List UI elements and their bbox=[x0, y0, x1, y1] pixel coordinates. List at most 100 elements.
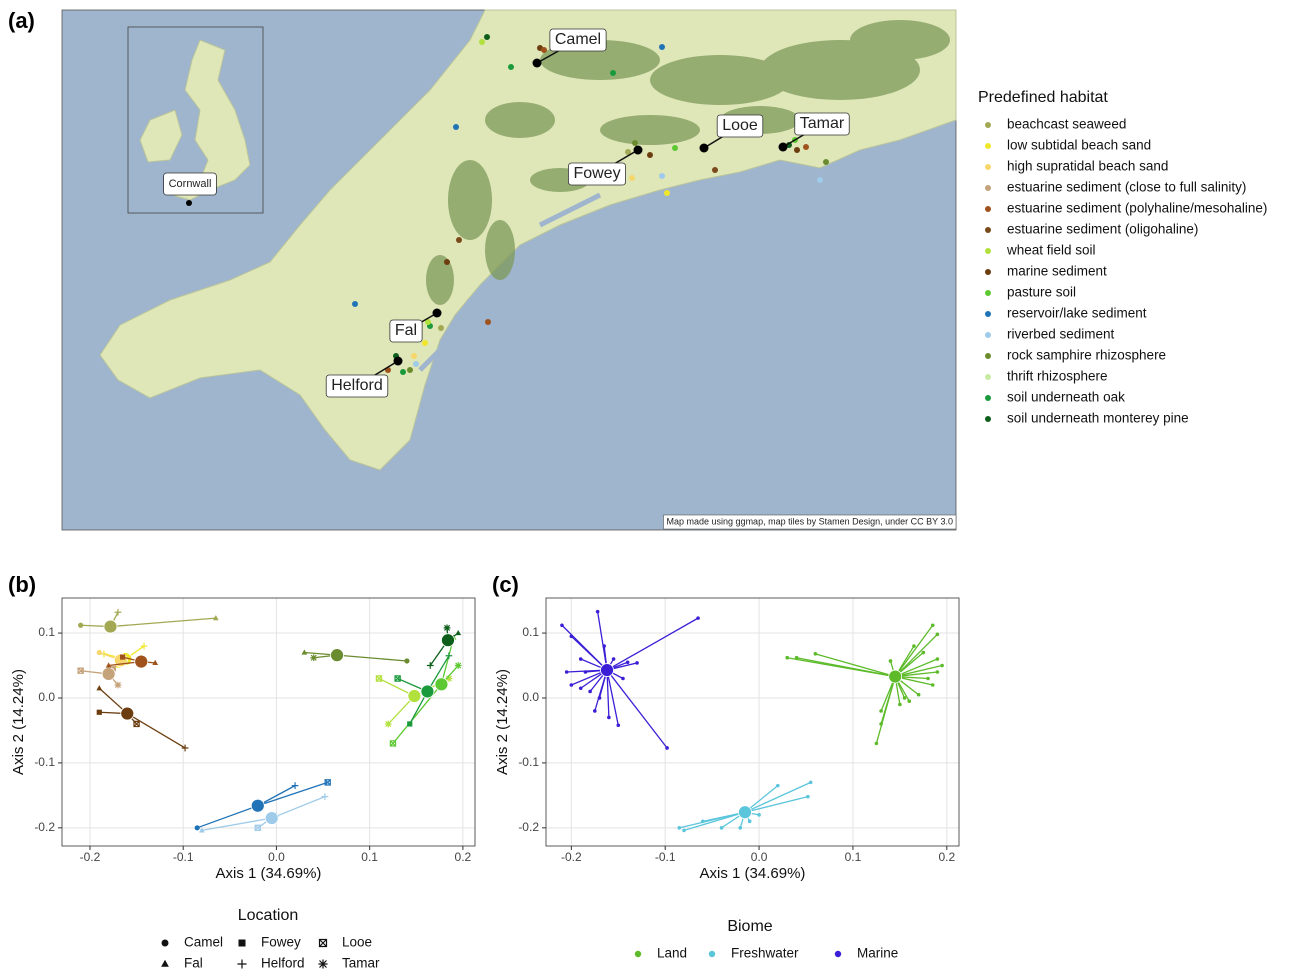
x-tick-label: -0.2 bbox=[80, 850, 101, 864]
legend-swatch bbox=[985, 227, 991, 233]
habitat-dot bbox=[407, 367, 413, 373]
y-tick-label: -0.1 bbox=[34, 755, 55, 769]
point bbox=[570, 635, 574, 639]
point bbox=[696, 616, 700, 620]
point bbox=[806, 795, 810, 799]
point bbox=[907, 699, 911, 703]
point bbox=[912, 644, 916, 648]
habitat-dot bbox=[659, 44, 665, 50]
legend-label: wheat field soil bbox=[1006, 243, 1096, 258]
point bbox=[588, 690, 592, 694]
site-label: Cornwall bbox=[169, 178, 212, 190]
point bbox=[97, 650, 102, 655]
centroid bbox=[408, 690, 421, 703]
legend-label: low subtidal beach sand bbox=[1007, 138, 1151, 153]
habitat-dot bbox=[456, 237, 462, 243]
habitat-dot bbox=[664, 190, 670, 196]
point bbox=[720, 826, 724, 830]
point bbox=[889, 659, 893, 663]
habitat-dot bbox=[794, 147, 800, 153]
y-tick-label: 0.1 bbox=[522, 625, 539, 639]
point bbox=[598, 696, 602, 700]
point bbox=[593, 709, 597, 713]
plot-area bbox=[62, 598, 475, 846]
centroid bbox=[435, 678, 448, 691]
legend-swatch bbox=[985, 206, 991, 212]
legend-swatch bbox=[161, 960, 169, 967]
centroid bbox=[121, 707, 134, 720]
point bbox=[748, 820, 752, 824]
point bbox=[936, 670, 940, 674]
point bbox=[922, 651, 926, 655]
legend-swatch bbox=[709, 951, 715, 957]
legend-label: Helford bbox=[261, 956, 305, 971]
point bbox=[875, 742, 879, 746]
habitat-dot bbox=[438, 325, 444, 331]
legend-label: high supratidal beach sand bbox=[1007, 159, 1168, 174]
site-label: Helford bbox=[331, 377, 383, 394]
site-label: Fal bbox=[395, 322, 417, 339]
point bbox=[936, 657, 940, 661]
legend-swatch bbox=[985, 122, 991, 128]
point bbox=[97, 710, 102, 715]
x-tick-label: -0.1 bbox=[655, 850, 676, 864]
point bbox=[444, 624, 451, 631]
map-base bbox=[62, 10, 956, 530]
point bbox=[579, 686, 583, 690]
legend-label: Looe bbox=[342, 935, 372, 950]
x-axis-title: Axis 1 (34.69%) bbox=[700, 865, 806, 882]
habitat-dot bbox=[712, 167, 718, 173]
site-dot bbox=[700, 144, 709, 153]
site-dot bbox=[533, 59, 542, 68]
habitat-dot bbox=[413, 361, 419, 367]
habitat-dot bbox=[484, 34, 490, 40]
habitat-dot bbox=[610, 70, 616, 76]
habitat-dot bbox=[444, 259, 450, 265]
point bbox=[115, 682, 122, 689]
habitat-dot bbox=[541, 47, 547, 53]
habitat-dot bbox=[479, 39, 485, 45]
point bbox=[596, 610, 600, 614]
habitat-dot bbox=[817, 177, 823, 183]
point bbox=[809, 781, 813, 785]
legend-label: soil underneath oak bbox=[1007, 390, 1125, 405]
point bbox=[635, 661, 639, 665]
y-axis-title: Axis 2 (14.24%) bbox=[10, 669, 27, 775]
panel-tag: (a) bbox=[8, 8, 35, 33]
point bbox=[795, 656, 799, 660]
x-tick-label: -0.2 bbox=[561, 850, 582, 864]
legend-swatch bbox=[239, 940, 246, 947]
site-dot bbox=[433, 309, 442, 318]
point bbox=[602, 644, 606, 648]
legend-swatch bbox=[985, 332, 991, 338]
legend-swatch bbox=[985, 248, 991, 254]
y-tick-label: 0.0 bbox=[38, 690, 55, 704]
x-tick-label: 0.1 bbox=[361, 850, 378, 864]
habitat-dot bbox=[629, 175, 635, 181]
figure: (a)CamelFoweyLooeTamarFalHelfordCornwall… bbox=[0, 0, 1300, 974]
y-axis-title: Axis 2 (14.24%) bbox=[494, 669, 511, 775]
point bbox=[195, 825, 200, 830]
point bbox=[776, 784, 780, 788]
legend-label: thrift rhizosphere bbox=[1007, 369, 1108, 384]
habitat-dot bbox=[485, 319, 491, 325]
point bbox=[757, 813, 761, 817]
centroid bbox=[265, 812, 278, 825]
legend-swatch bbox=[162, 940, 169, 947]
point bbox=[607, 716, 611, 720]
point bbox=[626, 660, 630, 664]
y-tick-label: -0.2 bbox=[34, 820, 55, 834]
legend-label: reservoir/lake sediment bbox=[1007, 306, 1147, 321]
point bbox=[931, 683, 935, 687]
legend-label: Tamar bbox=[342, 956, 380, 971]
centroid bbox=[251, 799, 264, 812]
habitat-dot bbox=[647, 152, 653, 158]
legend-swatch bbox=[985, 353, 991, 359]
site-label: Camel bbox=[555, 31, 601, 48]
centroid bbox=[601, 664, 614, 677]
legend-label: Land bbox=[657, 946, 687, 961]
centroid bbox=[441, 634, 454, 647]
habitat-dot bbox=[823, 159, 829, 165]
point bbox=[310, 654, 317, 661]
legend-label: Fal bbox=[184, 956, 203, 971]
